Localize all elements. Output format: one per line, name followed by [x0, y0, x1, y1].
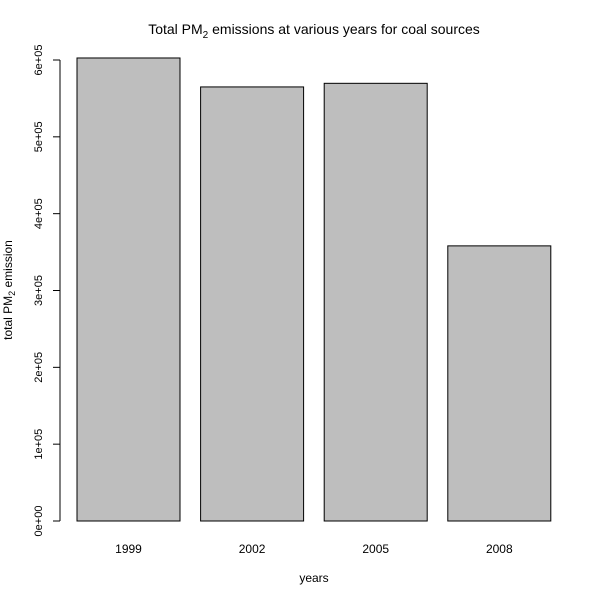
bar-2002: [200, 86, 305, 522]
x-tick-labels: 1999 2002 2005 2008: [115, 542, 513, 556]
y-tick-label: 0e+00: [33, 506, 45, 537]
y-axis-label-subscript: 2: [7, 291, 17, 296]
bars-group: [76, 57, 552, 522]
x-axis-label: years: [299, 571, 328, 585]
x-tick-label: 2005: [362, 542, 389, 556]
y-tick-label: 4e+05: [33, 198, 45, 229]
y-tick-label: 1e+05: [33, 429, 45, 460]
x-tick-label: 1999: [115, 542, 142, 556]
x-tick-label: 2002: [239, 542, 266, 556]
chart-title-suffix: emissions at various years for coal sour…: [208, 21, 480, 37]
y-axis-label-suffix: emission: [1, 240, 15, 291]
y-tick-label: 3e+05: [33, 275, 45, 306]
bar-2005: [323, 82, 428, 522]
y-axis: 0e+00 1e+05 2e+05 3e+05 4e+05 5e+05 6e+05: [33, 45, 61, 537]
y-axis-label-prefix: total PM: [1, 296, 15, 340]
y-axis-label: total PM2 emission: [1, 240, 17, 340]
bar-2008: [447, 245, 552, 522]
chart-title-subscript: 2: [203, 30, 209, 41]
chart-title: Total PM2 emissions at various years for…: [148, 21, 480, 41]
y-tick-label: 5e+05: [33, 121, 45, 152]
x-tick-label: 2008: [486, 542, 513, 556]
y-tick-label: 2e+05: [33, 352, 45, 383]
y-tick-label: 6e+05: [33, 45, 45, 76]
bar-1999: [76, 57, 181, 522]
chart-title-prefix: Total PM: [148, 21, 202, 37]
